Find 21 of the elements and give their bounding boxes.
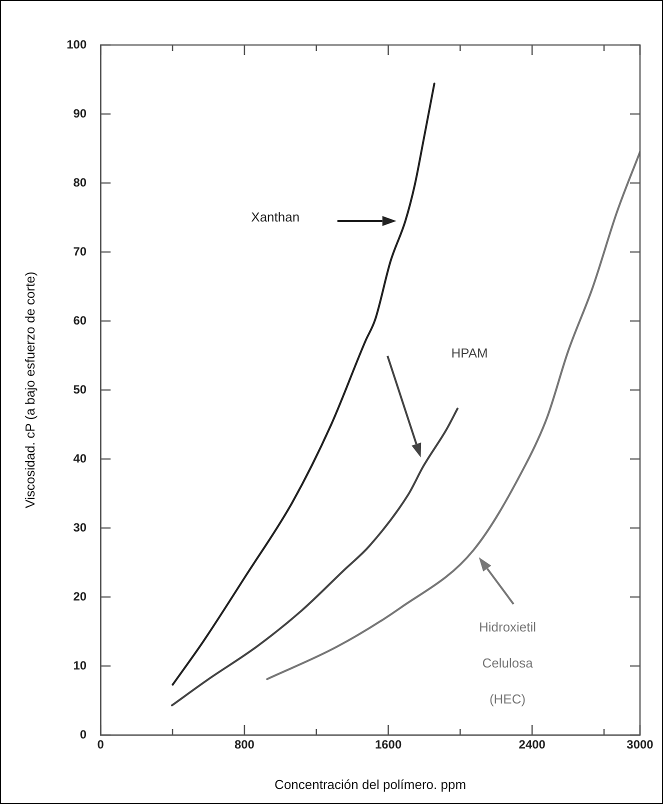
- y-tick-label: 100: [66, 37, 87, 52]
- x-tick-label: 1600: [374, 738, 402, 752]
- y-tick-label: 50: [73, 382, 87, 396]
- y-tick-label: 10: [73, 658, 87, 672]
- text: HPAM: [451, 345, 488, 360]
- x-tick-label: 3000: [626, 738, 654, 752]
- y-tick-label: 90: [73, 106, 87, 120]
- text: Hidroxietil Celulosa (HEC): [478, 620, 536, 707]
- y-tick-label: 60: [73, 313, 87, 328]
- text: Xanthan: [251, 210, 300, 225]
- y-tick-label: 40: [73, 451, 87, 466]
- y-tick-label: 80: [73, 175, 87, 190]
- y-tick-label: 20: [73, 589, 87, 604]
- x-tick-label: 2400: [518, 738, 546, 752]
- x-tick-label: 0: [97, 738, 104, 752]
- y-tick-label: 30: [73, 520, 87, 534]
- x-axis-title: Concentración del polímero. ppm: [274, 776, 466, 792]
- y-axis-title: Viscosidad. cP (a bajo esfuerzo de corte): [22, 272, 38, 508]
- y-tick-label: 0: [80, 727, 87, 742]
- y-tick-label: 70: [73, 244, 87, 258]
- x-tick-label: 800: [234, 738, 255, 752]
